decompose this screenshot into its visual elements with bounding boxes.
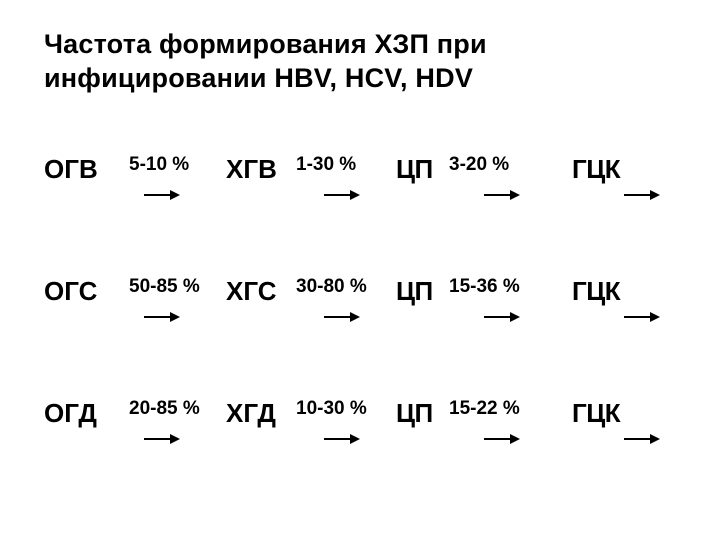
slide-title: Частота формирования ХЗП при инфицирован… bbox=[44, 28, 680, 96]
pct-acute-to-chronic: 5-10 % bbox=[129, 154, 189, 176]
arrow-icon bbox=[484, 432, 520, 446]
arrow-icon bbox=[624, 188, 660, 202]
arrow-icon bbox=[484, 188, 520, 202]
stage-chronic: ХГД bbox=[226, 398, 276, 429]
pct-cirrhosis-to-hcc: 3-20 % bbox=[449, 154, 509, 176]
stage-acute: ОГС bbox=[44, 276, 97, 307]
stage-cirrhosis: ЦП bbox=[396, 154, 433, 185]
arrow-icon bbox=[484, 310, 520, 324]
arrow-icon bbox=[624, 432, 660, 446]
progression-row: ОГВ 5-10 % ХГВ 1-30 % ЦП 3-20 % ГЦК bbox=[44, 154, 680, 214]
pct-acute-to-chronic: 50-85 % bbox=[129, 276, 200, 298]
stage-acute: ОГД bbox=[44, 398, 97, 429]
pct-acute-to-chronic: 20-85 % bbox=[129, 398, 200, 420]
slide: Частота формирования ХЗП при инфицирован… bbox=[0, 0, 720, 540]
stage-hcc: ГЦК bbox=[572, 276, 620, 307]
stage-cirrhosis: ЦП bbox=[396, 276, 433, 307]
stage-chronic: ХГВ bbox=[226, 154, 277, 185]
stage-hcc: ГЦК bbox=[572, 398, 620, 429]
stage-hcc: ГЦК bbox=[572, 154, 620, 185]
arrow-icon bbox=[324, 188, 360, 202]
arrow-icon bbox=[144, 310, 180, 324]
progression-row: ОГС 50-85 % ХГС 30-80 % ЦП 15-36 % ГЦК bbox=[44, 276, 680, 336]
arrow-icon bbox=[144, 432, 180, 446]
arrow-icon bbox=[324, 432, 360, 446]
pct-cirrhosis-to-hcc: 15-36 % bbox=[449, 276, 520, 298]
progression-row: ОГД 20-85 % ХГД 10-30 % ЦП 15-22 % ГЦК bbox=[44, 398, 680, 458]
arrow-icon bbox=[144, 188, 180, 202]
pct-cirrhosis-to-hcc: 15-22 % bbox=[449, 398, 520, 420]
pct-chronic-to-cirrhosis: 10-30 % bbox=[296, 398, 367, 420]
stage-chronic: ХГС bbox=[226, 276, 277, 307]
stage-cirrhosis: ЦП bbox=[396, 398, 433, 429]
pct-chronic-to-cirrhosis: 1-30 % bbox=[296, 154, 356, 176]
arrow-icon bbox=[624, 310, 660, 324]
arrow-icon bbox=[324, 310, 360, 324]
stage-acute: ОГВ bbox=[44, 154, 98, 185]
pct-chronic-to-cirrhosis: 30-80 % bbox=[296, 276, 367, 298]
progression-rows: ОГВ 5-10 % ХГВ 1-30 % ЦП 3-20 % ГЦК ОГС 50-85 %… bbox=[44, 154, 680, 458]
